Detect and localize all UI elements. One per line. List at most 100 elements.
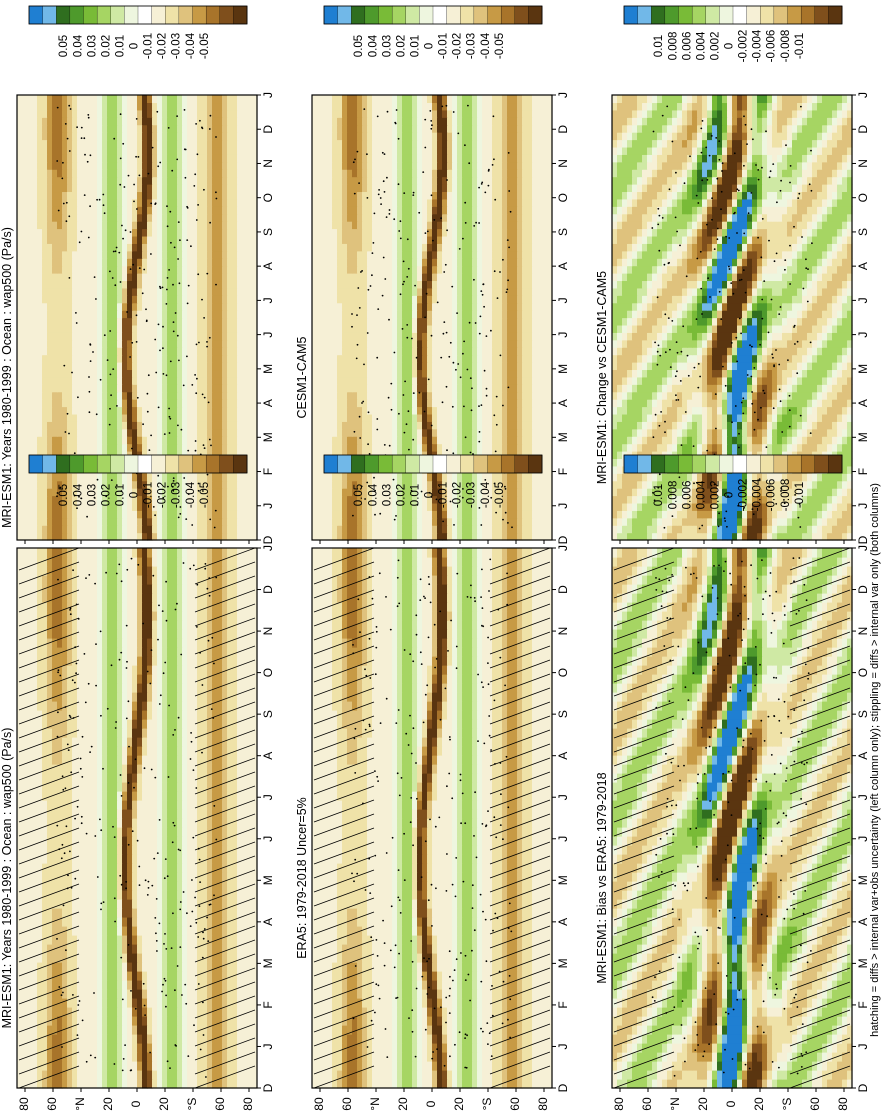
field-cell xyxy=(147,510,153,519)
field-cell xyxy=(22,818,28,828)
field-cell xyxy=(232,532,238,541)
stipple-dot xyxy=(78,241,81,244)
field-cell xyxy=(72,376,78,385)
stipple-dot xyxy=(195,219,198,221)
field-cell xyxy=(97,421,103,430)
field-cell xyxy=(132,428,138,437)
field-cell xyxy=(217,376,223,385)
field-cell xyxy=(67,473,73,482)
field-cell xyxy=(247,376,253,385)
field-cell xyxy=(57,228,63,237)
field-cell xyxy=(72,399,78,408)
field-cell xyxy=(112,184,118,193)
field-cell xyxy=(127,1070,133,1080)
field-cell xyxy=(112,1016,118,1026)
stipple-dot xyxy=(197,489,200,492)
field-cell xyxy=(72,944,78,954)
field-cell xyxy=(147,250,153,259)
field-cell xyxy=(77,376,83,385)
field-cell xyxy=(32,854,38,864)
field-cell xyxy=(202,1025,208,1035)
field-cell xyxy=(252,399,258,408)
field-cell xyxy=(37,413,43,422)
field-cell xyxy=(47,953,53,963)
field-cell xyxy=(117,310,123,319)
field-cell xyxy=(47,1034,53,1044)
field-cell xyxy=(102,971,108,981)
field-cell xyxy=(107,213,113,222)
field-cell xyxy=(227,391,233,400)
field-cell xyxy=(102,384,108,393)
field-cell xyxy=(92,917,98,927)
field-cell xyxy=(202,436,208,445)
field-cell xyxy=(112,971,118,981)
field-cell xyxy=(107,908,113,918)
field-cell xyxy=(107,488,113,497)
field-cell xyxy=(182,347,188,356)
field-cell xyxy=(127,406,133,415)
field-cell xyxy=(167,1070,173,1080)
field-cell xyxy=(207,213,213,222)
field-cell xyxy=(32,258,38,267)
field-cell xyxy=(167,295,173,304)
field-cell xyxy=(107,872,113,882)
field-cell xyxy=(167,287,173,296)
field-cell xyxy=(62,818,68,828)
field-cell xyxy=(67,872,73,882)
field-cell xyxy=(157,443,163,452)
field-cell xyxy=(87,908,93,918)
field-cell xyxy=(72,295,78,304)
field-cell xyxy=(77,510,83,519)
field-cell xyxy=(67,384,73,393)
field-cell xyxy=(242,890,248,900)
field-cell xyxy=(142,854,148,864)
field-cell xyxy=(172,495,178,504)
field-cell xyxy=(97,818,103,828)
field-cell xyxy=(237,863,243,873)
field-cell xyxy=(187,854,193,864)
field-cell xyxy=(77,295,83,304)
stipple-dot xyxy=(179,239,181,242)
field-cell xyxy=(47,250,53,259)
stipple-dot xyxy=(135,155,138,158)
stipple-dot xyxy=(122,237,124,240)
field-cell xyxy=(42,926,48,936)
field-cell xyxy=(52,436,58,445)
field-cell xyxy=(107,836,113,846)
field-cell xyxy=(17,854,23,864)
field-cell xyxy=(252,488,258,497)
field-cell xyxy=(187,399,193,408)
field-cell xyxy=(77,809,83,819)
field-cell xyxy=(62,295,68,304)
field-cell xyxy=(202,117,208,126)
field-cell xyxy=(117,436,123,445)
field-cell xyxy=(197,184,203,193)
field-cell xyxy=(217,280,223,289)
field-cell xyxy=(187,1061,193,1071)
field-cell xyxy=(122,161,128,170)
field-cell xyxy=(92,998,98,1008)
field-cell xyxy=(157,287,163,296)
field-cell xyxy=(77,495,83,504)
field-cell xyxy=(242,124,248,133)
field-cell xyxy=(142,525,148,534)
field-cell xyxy=(132,926,138,936)
field-cell xyxy=(67,213,73,222)
field-cell xyxy=(42,989,48,999)
field-cell xyxy=(22,998,28,1008)
field-cell xyxy=(197,863,203,873)
field-cell xyxy=(172,473,178,482)
field-cell xyxy=(77,872,83,882)
field-cell xyxy=(62,406,68,415)
field-cell xyxy=(187,881,193,891)
field-cell xyxy=(167,908,173,918)
field-cell xyxy=(247,926,253,936)
field-cell xyxy=(117,1061,123,1071)
stipple-dot xyxy=(206,345,209,348)
field-cell xyxy=(47,243,53,252)
field-cell xyxy=(227,161,233,170)
field-cell xyxy=(222,258,228,267)
field-cell xyxy=(162,428,168,437)
stipple-dot xyxy=(56,495,58,498)
field-cell xyxy=(97,827,103,837)
